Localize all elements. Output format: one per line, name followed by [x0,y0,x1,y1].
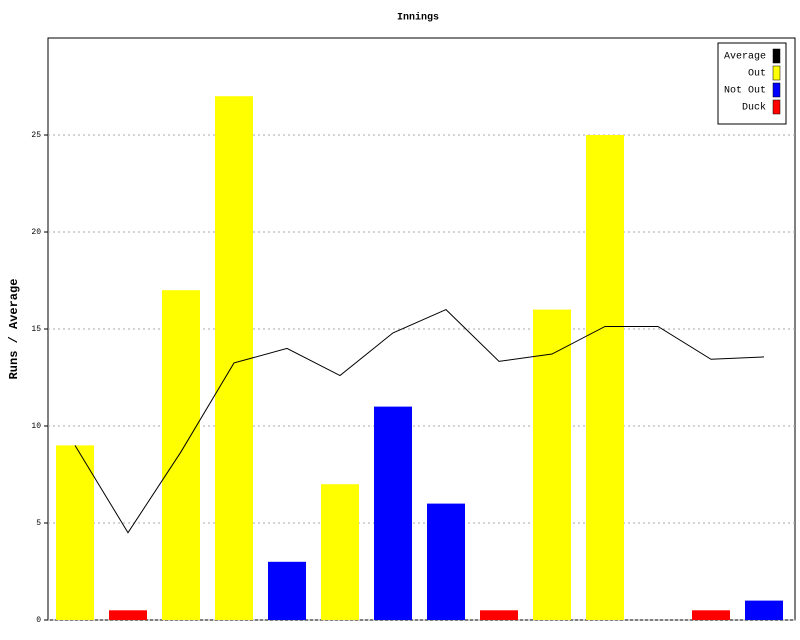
legend-label: Out [748,69,766,80]
bar [162,290,200,620]
bar [109,610,147,620]
chart-title: Innings [397,12,439,24]
line [74,309,765,534]
legend-swatch [772,65,781,81]
bar [586,135,624,620]
y-tick-label: 5 [36,519,41,528]
bar [533,309,571,620]
legend-swatch [772,82,781,98]
bar [745,600,783,620]
bar [215,96,253,620]
legend-label: Average [724,52,766,63]
bar [268,561,306,620]
bar [374,406,412,620]
legend-swatch [772,48,781,64]
legend-swatch [772,99,781,115]
bar [56,445,94,620]
legend-label: Duck [742,102,766,114]
bar [692,610,730,620]
y-tick-label: 20 [31,228,41,237]
bar [427,503,465,620]
y-tick-label: 0 [36,616,41,625]
y-axis-label: Runs / Average [7,279,21,380]
y-tick-label: 25 [31,131,41,140]
legend-label: Not Out [724,86,766,97]
y-tick-label: 15 [31,325,41,334]
bar [321,484,359,620]
bar [480,610,518,620]
y-tick-label: 10 [31,422,41,431]
